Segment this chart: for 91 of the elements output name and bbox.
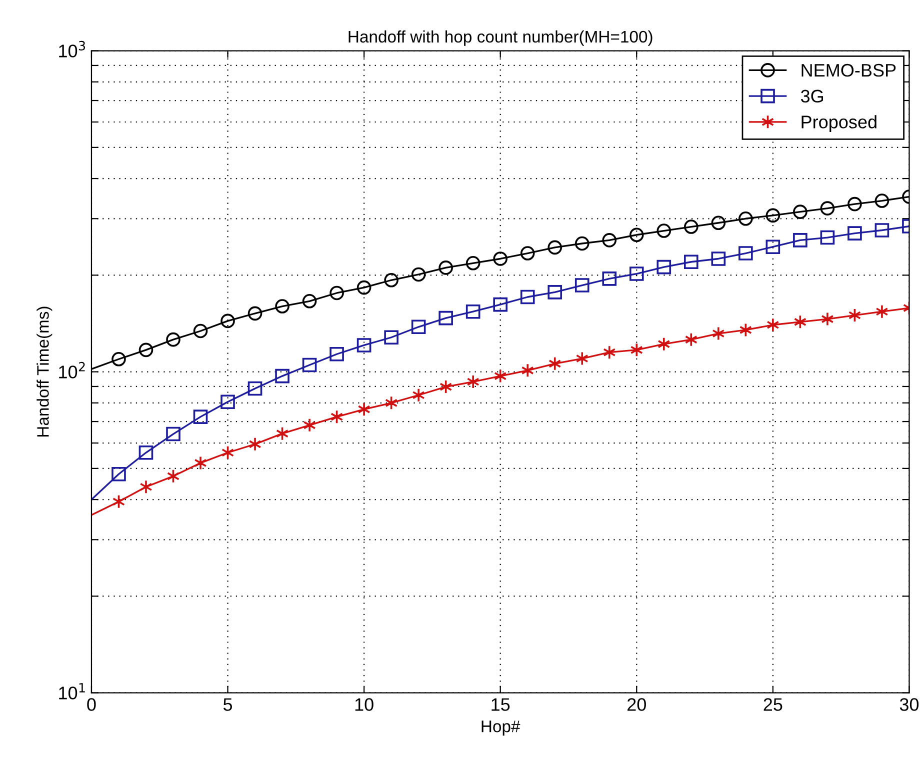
point (412, 388, 425, 402)
point (848, 196, 862, 212)
x-tick-label: 5 (223, 698, 232, 711)
x-tick-label: 10 (355, 698, 374, 711)
point (602, 233, 617, 248)
y-tick-label: 10$^{3}$ (59, 40, 86, 58)
point (112, 466, 126, 482)
point (520, 290, 535, 304)
point (384, 272, 398, 288)
y-axis-title: Handoff Time(ms) (36, 306, 52, 436)
point (684, 254, 698, 270)
point (358, 402, 370, 416)
point (629, 228, 644, 242)
point (248, 437, 262, 452)
point (220, 314, 235, 328)
point (493, 252, 508, 266)
x-tick-label: 15 (492, 698, 510, 711)
point (548, 285, 562, 300)
point (330, 346, 344, 362)
point (112, 352, 126, 366)
point (248, 381, 262, 396)
point (356, 280, 372, 295)
point (656, 260, 672, 274)
point (738, 246, 753, 260)
y-tick-label: 10$^{1}$ (59, 683, 85, 700)
point (466, 374, 480, 389)
chart-title: Handoff with hop count number(MH=100) (348, 30, 652, 46)
x-tick-label: 0 (87, 698, 96, 711)
point (275, 299, 290, 314)
point (793, 204, 808, 219)
point (684, 332, 698, 347)
legend-label: Proposed (802, 115, 876, 132)
point (220, 394, 235, 410)
point (793, 233, 808, 248)
point (493, 297, 508, 312)
point (711, 252, 726, 266)
point (194, 456, 207, 470)
point (166, 426, 180, 442)
y-tick-label: 10$^{2}$ (59, 362, 85, 378)
point (874, 194, 890, 208)
point (684, 220, 698, 234)
point (548, 240, 562, 255)
point (466, 256, 480, 270)
point (766, 208, 780, 223)
point (411, 267, 426, 282)
point (629, 266, 644, 281)
point (574, 278, 590, 292)
point (302, 294, 317, 308)
point (193, 324, 208, 338)
point (602, 272, 617, 286)
point (712, 326, 725, 341)
legend-label: 3G (800, 90, 824, 103)
point (603, 345, 616, 360)
point (138, 445, 154, 460)
x-axis-title: Hop# (482, 720, 520, 736)
x-tick-label: 25 (764, 698, 782, 711)
point (548, 356, 562, 371)
point (658, 336, 670, 352)
point (438, 260, 453, 275)
point (630, 342, 643, 358)
point (303, 418, 316, 432)
point (766, 318, 780, 332)
point (711, 216, 726, 230)
point (876, 304, 888, 319)
legend-label: NEMO-BSP (802, 64, 896, 77)
point (738, 211, 753, 226)
point (384, 330, 398, 345)
point (302, 358, 317, 372)
point (248, 306, 262, 321)
point (193, 410, 208, 424)
point (356, 338, 372, 352)
x-tick-label: 20 (628, 698, 646, 711)
point (275, 368, 290, 384)
point (166, 332, 180, 347)
point (766, 240, 780, 254)
point (656, 224, 672, 238)
point (848, 226, 862, 240)
point (821, 312, 834, 326)
point (138, 342, 154, 358)
point (330, 286, 344, 300)
point (820, 201, 835, 216)
point (140, 480, 152, 494)
point (466, 304, 480, 319)
point (820, 230, 835, 245)
point (874, 223, 890, 238)
point (521, 363, 534, 378)
point (438, 310, 453, 326)
point (411, 320, 426, 334)
point (574, 236, 590, 251)
point (520, 246, 535, 260)
x-tick-label: 30 (900, 698, 919, 711)
